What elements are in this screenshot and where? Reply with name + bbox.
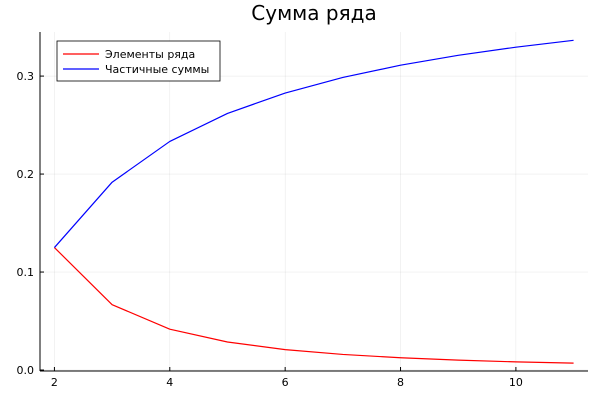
series-line-2 [53,39,574,248]
x-tick-label: 8 [397,376,404,389]
x-tick-label: 4 [166,376,173,389]
legend-label: Элементы ряда [105,48,195,61]
y-tick-label: 0.0 [17,364,35,377]
axes: 2 4 6 8 10 0.0 0.1 0.2 0.3 [17,32,588,389]
legend-label: Частичные суммы [105,63,209,76]
legend-box [56,40,221,82]
y-tick-label: 0.2 [17,168,35,181]
x-tick-label: 10 [509,376,523,389]
y-tick-label: 0.1 [17,266,35,279]
legend: Элементы ряда Частичные суммы [56,40,221,82]
y-tick-label: 0.3 [17,70,35,83]
series-line-1 [53,247,574,364]
series-lines [53,39,574,364]
x-tick-label: 2 [51,376,58,389]
x-tick-label: 6 [282,376,289,389]
chart-title: Сумма ряда [251,1,376,25]
